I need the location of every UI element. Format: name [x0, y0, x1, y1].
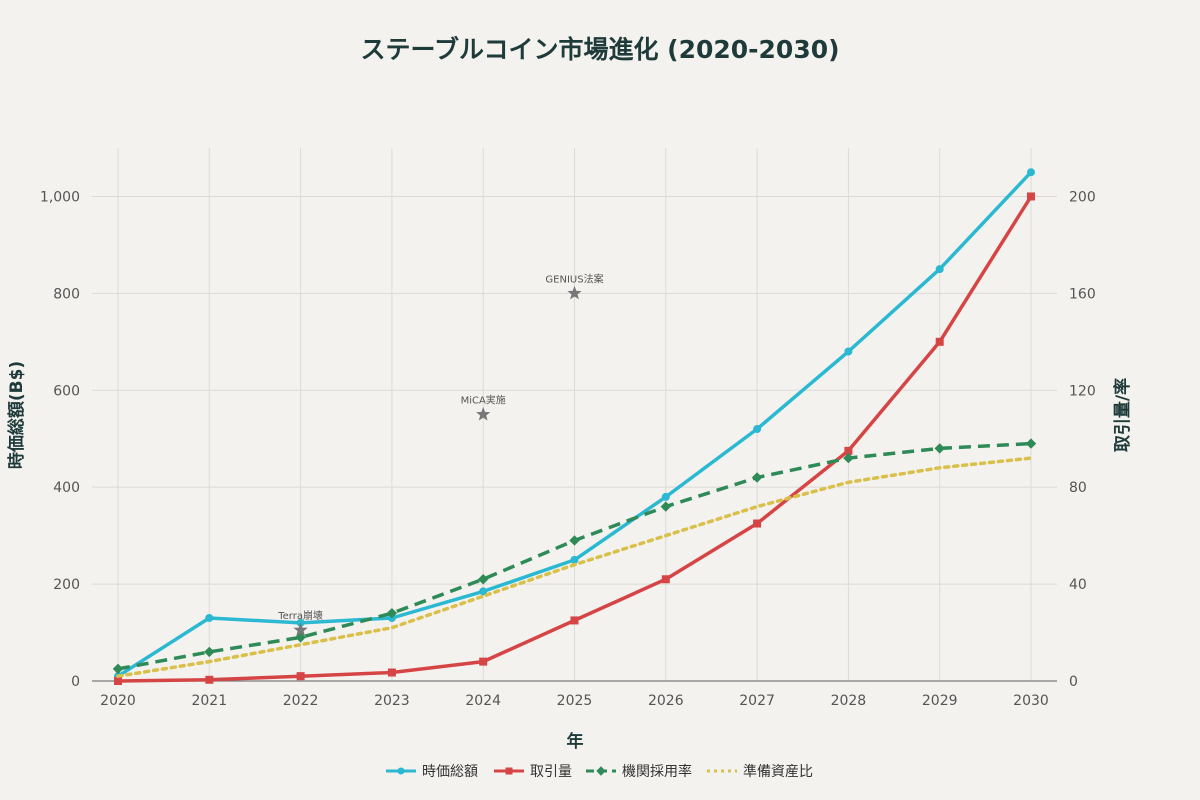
data-point — [296, 672, 305, 681]
y-right-tick-label: 200 — [1069, 189, 1096, 205]
annotation-star-icon — [476, 407, 491, 421]
legend-label: 機関採用率 — [622, 763, 692, 780]
legend-label: 時価総額 — [422, 764, 478, 780]
series-line — [116, 456, 1033, 678]
y-left-tick-label: 800 — [53, 286, 80, 302]
grid-layer — [92, 148, 1057, 681]
data-point — [204, 646, 215, 658]
y-right-tick-label: 40 — [1069, 577, 1087, 593]
y-left-tick-label: 200 — [53, 577, 80, 593]
y-left-tick-label: 1,000 — [40, 189, 80, 205]
annotation-star-icon — [567, 285, 582, 300]
data-point — [844, 347, 853, 356]
y-right-tick-label: 160 — [1069, 286, 1096, 302]
series-layer — [112, 168, 1037, 685]
legend-item: 準備資産比 — [707, 764, 813, 780]
data-point — [478, 574, 489, 585]
x-tick-label: 2022 — [283, 693, 319, 709]
data-point — [751, 472, 763, 483]
data-point — [1027, 192, 1035, 201]
legend-marker — [505, 767, 513, 775]
legend-marker — [397, 767, 405, 775]
data-point — [753, 425, 762, 434]
x-tick-label: 2027 — [739, 693, 775, 709]
y-axis-right-title: 取引量/率 — [1112, 378, 1133, 452]
data-point — [387, 668, 396, 677]
y-right-tick-label: 120 — [1069, 383, 1096, 399]
data-point — [1025, 438, 1037, 449]
x-tick-label: 2028 — [831, 693, 867, 709]
y-left-tick-label: 0 — [71, 674, 80, 690]
data-point — [569, 535, 580, 546]
x-tick-label: 2021 — [191, 693, 227, 709]
data-point — [114, 677, 122, 685]
annotation-label: Terra崩壊 — [277, 609, 323, 622]
data-point — [205, 675, 214, 684]
legend-item: 取引量 — [494, 764, 572, 780]
data-point — [661, 575, 670, 584]
chart-title: ステーブルコイン市場進化 (2020-2030) — [360, 35, 839, 64]
y-right-tick-label: 80 — [1069, 480, 1087, 496]
x-axis-title: 年 — [567, 731, 584, 752]
legend-label: 準備資産比 — [743, 764, 813, 780]
data-point — [295, 632, 306, 643]
series-2 — [112, 438, 1037, 675]
data-point — [112, 663, 124, 675]
data-point — [205, 614, 214, 623]
data-point — [479, 657, 488, 666]
y-axis-left-title: 時価総額(B$) — [6, 361, 27, 469]
data-point — [843, 452, 854, 464]
data-point — [844, 446, 853, 455]
x-tick-label: 2023 — [374, 693, 410, 709]
data-point — [935, 337, 944, 346]
data-point — [570, 555, 579, 564]
series-0 — [114, 168, 1035, 681]
annotation-label: GENIUS法案 — [545, 272, 603, 285]
y-left-tick-label: 400 — [53, 480, 80, 496]
x-tick-label: 2026 — [648, 693, 684, 709]
x-tick-label: 2030 — [1013, 693, 1049, 709]
data-point — [386, 607, 398, 619]
annotation-layer: Terra崩壊 MiCA実施 GENIUS法案 — [277, 272, 604, 637]
data-point — [934, 443, 945, 454]
data-point — [935, 265, 944, 274]
annotation-star-icon — [293, 622, 308, 637]
legend-marker — [596, 766, 606, 776]
data-point — [753, 519, 762, 528]
data-point — [479, 587, 488, 596]
series-1 — [114, 192, 1035, 685]
annotation-label: MiCA実施 — [461, 394, 506, 407]
data-point — [1027, 168, 1035, 177]
x-tick-label: 2020 — [100, 693, 136, 709]
data-point — [661, 492, 670, 501]
legend-item: 時価総額 — [386, 764, 478, 780]
x-tick-label: 2024 — [465, 693, 501, 709]
legend-item: 機関採用率 — [586, 763, 692, 780]
y-left-tick-label: 600 — [53, 383, 80, 399]
axis-layer: 2020 2021 2022 2023 2024 2025 2026 2027 2028 2029… — [40, 189, 1096, 709]
x-tick-label: 2025 — [557, 693, 593, 709]
x-tick-label: 2029 — [922, 693, 958, 709]
y-right-tick-label: 0 — [1069, 674, 1078, 690]
legend: 時価総額 取引量 機関採用率 準備資産比 — [386, 763, 813, 780]
legend-label: 取引量 — [530, 764, 572, 780]
data-point — [570, 616, 579, 625]
series-3 — [116, 456, 1033, 678]
data-point — [660, 501, 671, 512]
